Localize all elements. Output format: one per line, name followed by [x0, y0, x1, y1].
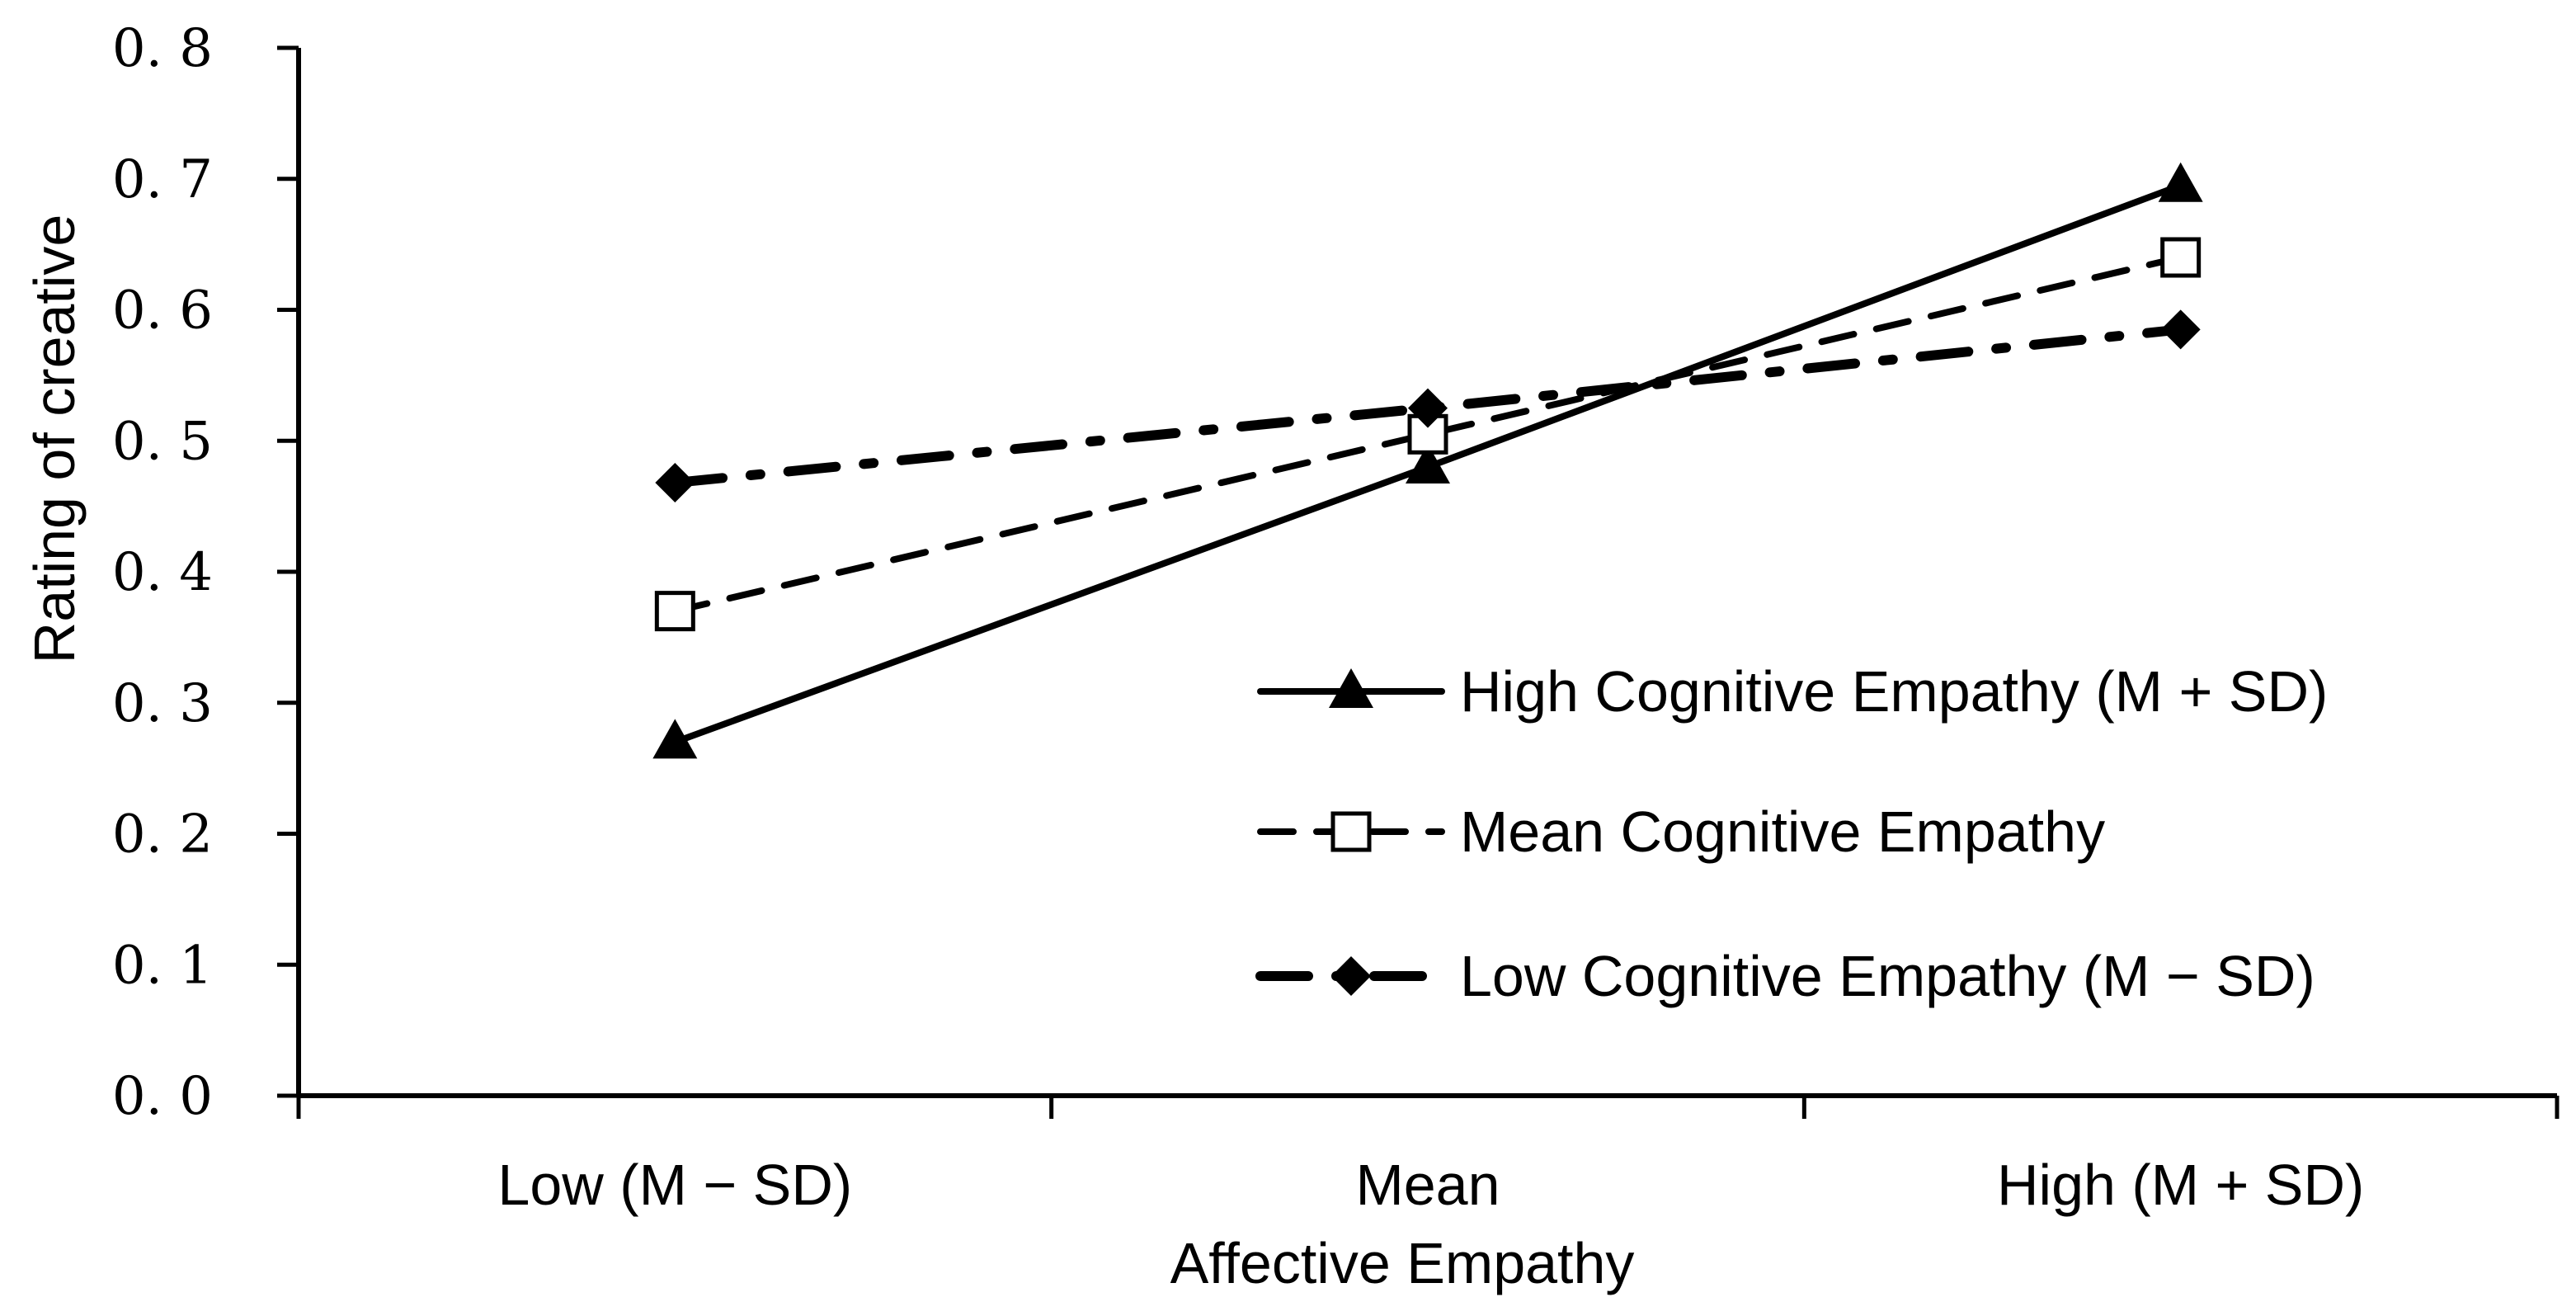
x-tick-label: Mean	[1355, 1153, 1500, 1217]
y-tick-label: 0. 8	[112, 18, 213, 79]
series-line-1	[671, 254, 2184, 615]
series-2-point	[2160, 309, 2201, 350]
legend-marker-0	[1329, 668, 1373, 708]
y-tick-label: 0. 2	[112, 804, 213, 866]
x-tick-label: High (M + SD)	[1997, 1153, 2364, 1217]
y-tick-label: 0. 0	[112, 1066, 213, 1127]
y-tick-label: 0. 5	[112, 411, 213, 472]
y-tick-label: 0. 4	[112, 542, 213, 603]
y-tick-label: 0. 7	[112, 149, 213, 210]
series-0-point	[1406, 444, 1450, 483]
x-tick-label: Low (M − SD)	[497, 1153, 852, 1217]
series-0-point	[652, 719, 698, 759]
x-axis-title: Affective Empathy	[1170, 1231, 1635, 1295]
series-2-point	[655, 463, 695, 503]
legend-label-2: Low Cognitive Empathy (M − SD)	[1460, 944, 2315, 1008]
y-tick-label: 0. 3	[112, 673, 213, 734]
legend-label-1: Mean Cognitive Empathy	[1460, 800, 2105, 864]
y-axis-title: Rating of creative	[22, 215, 87, 664]
y-tick-label: 0. 1	[112, 935, 213, 996]
axes: 0. 0 0. 1 0. 2 0. 3 0. 4 0. 5 0. 6 0. 7 0. 8 Low …	[112, 18, 2560, 1217]
series-1-point	[654, 591, 695, 632]
series-2-point	[1408, 388, 1448, 428]
series-layer	[652, 162, 2203, 759]
legend-label-0: High Cognitive Empathy (M + SD)	[1460, 659, 2328, 724]
series-1-point	[2160, 237, 2202, 278]
series-0-point	[2158, 162, 2203, 202]
legend-marker-2	[1331, 956, 1371, 996]
legend: High Cognitive Empathy (M + SD) Mean Cogn…	[1255, 659, 2328, 1008]
y-tick-label: 0. 6	[112, 281, 213, 342]
legend-marker-1	[1330, 811, 1372, 852]
